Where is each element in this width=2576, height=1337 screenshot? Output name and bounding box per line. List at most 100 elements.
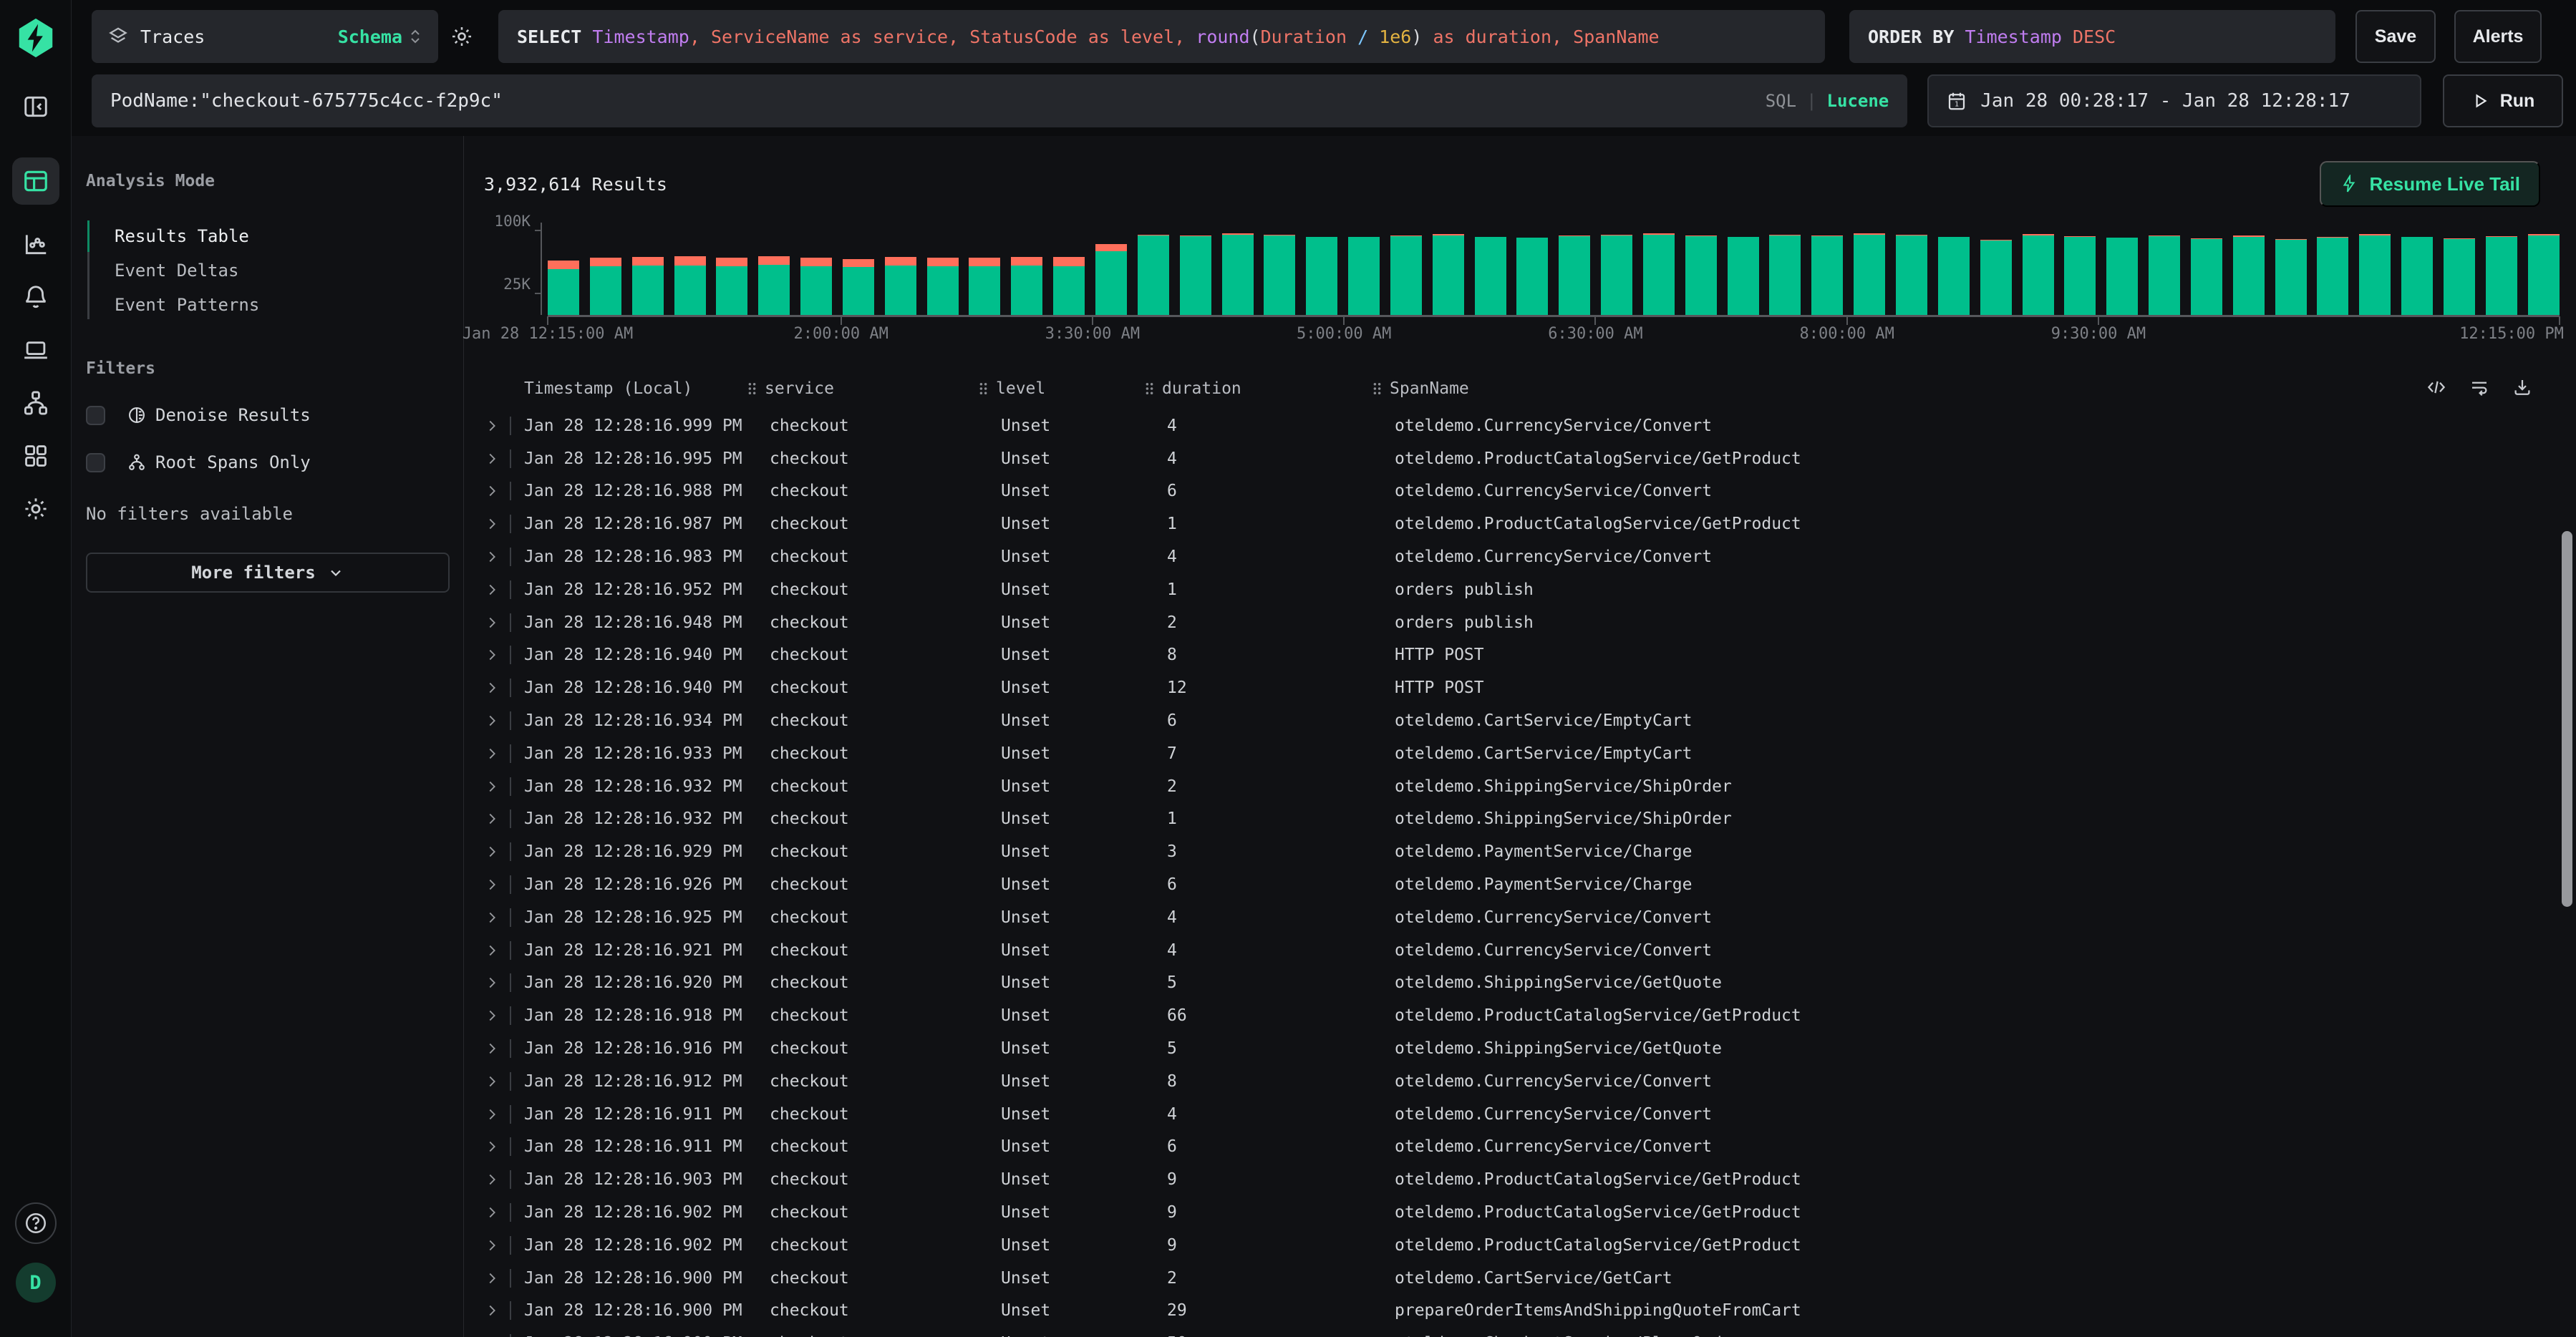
expand-row-chevron-icon[interactable]: [484, 1238, 500, 1253]
table-row[interactable]: Jan 28 12:28:16.902 PM checkout Unset 9 otel…: [484, 1196, 2540, 1229]
table-row[interactable]: Jan 28 12:28:16.916 PM checkout Unset 5 otel…: [484, 1032, 2540, 1065]
expand-row-chevron-icon[interactable]: [484, 483, 500, 499]
histogram-bar[interactable]: [2022, 234, 2054, 315]
histogram-bar[interactable]: [1390, 235, 1422, 315]
table-row[interactable]: Jan 28 12:28:16.900 PMcheckoutUnset50ote…: [484, 1327, 2540, 1337]
histogram-bar[interactable]: [674, 256, 706, 315]
histogram-bar[interactable]: [969, 258, 1001, 315]
col-header-spanname[interactable]: SpanName: [1372, 379, 2540, 398]
schema-select[interactable]: Schema: [338, 26, 422, 47]
histogram-bar[interactable]: [1980, 240, 2012, 315]
root-spans-checkbox[interactable]: [86, 452, 105, 472]
histogram-bar[interactable]: [1095, 243, 1127, 315]
expand-row-chevron-icon[interactable]: [484, 1270, 500, 1286]
expand-row-chevron-icon[interactable]: [484, 1041, 500, 1056]
more-filters-button[interactable]: More filters: [86, 553, 450, 593]
column-drag-handle-icon[interactable]: [747, 381, 757, 396]
search-input[interactable]: PodName:"checkout-675775c4cc-f2p9c" SQL …: [92, 74, 1908, 127]
expand-row-chevron-icon[interactable]: [484, 975, 500, 991]
expand-row-chevron-icon[interactable]: [484, 844, 500, 860]
histogram-bar[interactable]: [1727, 236, 1759, 315]
table-row[interactable]: Jan 28 12:28:16.911 PM checkout Unset 6 otel…: [484, 1131, 2540, 1164]
col-header-duration[interactable]: duration: [1144, 379, 1395, 398]
table-row[interactable]: Jan 28 12:28:16.902 PM checkout Unset 9 otel…: [484, 1229, 2540, 1262]
mode-lucene-toggle[interactable]: Lucene: [1826, 91, 1889, 111]
nav-sessions-laptop-icon[interactable]: [22, 336, 49, 364]
histogram-bar[interactable]: [2401, 236, 2434, 315]
table-row[interactable]: Jan 28 12:28:16.921 PM checkout Unset 4 otel…: [484, 934, 2540, 967]
mode-sql-toggle[interactable]: SQL: [1765, 91, 1797, 111]
filter-denoise-results[interactable]: Denoise Results: [86, 405, 449, 425]
histogram-bar[interactable]: [2064, 236, 2096, 315]
resume-live-tail-button[interactable]: Resume Live Tail: [2319, 161, 2540, 207]
orderby-clause-editor[interactable]: ORDER BY Timestamp DESC: [1849, 10, 2335, 63]
table-row[interactable]: Jan 28 12:28:16.926 PM checkout Unset 6 otel…: [484, 868, 2540, 901]
expand-row-chevron-icon[interactable]: [484, 680, 500, 696]
expand-row-chevron-icon[interactable]: [484, 713, 500, 729]
column-drag-handle-icon[interactable]: [1372, 381, 1383, 396]
date-range-picker[interactable]: 1 Jan 28 00:28:17 - Jan 28 12:28:17: [1927, 74, 2422, 127]
table-row[interactable]: Jan 28 12:28:16.900 PM checkout Unset 29 pre…: [484, 1295, 2540, 1328]
table-row[interactable]: Jan 28 12:28:16.934 PM checkout Unset 6 otel…: [484, 704, 2540, 737]
table-row[interactable]: Jan 28 12:28:16.940 PM checkout Unset 8 HTTP…: [484, 639, 2540, 672]
save-button[interactable]: Save: [2355, 10, 2436, 63]
nav-chart-icon[interactable]: [22, 230, 49, 258]
histogram-bar[interactable]: [1137, 234, 1169, 315]
expand-row-chevron-icon[interactable]: [484, 811, 500, 827]
histogram-bar[interactable]: [2359, 233, 2391, 315]
histogram-bar[interactable]: [1685, 235, 1717, 315]
table-row[interactable]: Jan 28 12:28:16.918 PM checkout Unset 66 ote…: [484, 999, 2540, 1032]
expand-row-chevron-icon[interactable]: [484, 1074, 500, 1089]
filter-root-spans-only[interactable]: Root Spans Only: [86, 452, 449, 472]
col-header-timestamp[interactable]: Timestamp (Local): [524, 379, 693, 398]
histogram-bar[interactable]: [1769, 234, 1801, 315]
histogram-bar[interactable]: [1937, 236, 1970, 315]
expand-row-chevron-icon[interactable]: [484, 877, 500, 893]
table-row[interactable]: Jan 28 12:28:16.983 PM checkout Unset 4 otel…: [484, 540, 2540, 573]
histogram-bar[interactable]: [1854, 233, 1886, 315]
histogram-bar[interactable]: [1306, 236, 1338, 315]
expand-row-chevron-icon[interactable]: [484, 1139, 500, 1154]
histogram-bar[interactable]: [631, 257, 664, 315]
table-row[interactable]: Jan 28 12:28:16.940 PM checkout Unset 12 HTT…: [484, 671, 2540, 704]
histogram-bar[interactable]: [1642, 233, 1675, 315]
nav-search-active[interactable]: [11, 157, 59, 205]
histogram-bar[interactable]: [1811, 235, 1844, 315]
nav-alerts-bell-icon[interactable]: [22, 283, 49, 311]
col-header-level[interactable]: level: [978, 379, 1167, 398]
results-histogram[interactable]: 100K 25K Jan 28 12:15:00 AM 2:00:00 AM 3:30…: [463, 213, 2576, 344]
table-row[interactable]: Jan 28 12:28:16.911 PM checkout Unset 4 otel…: [484, 1098, 2540, 1131]
histogram-bar[interactable]: [758, 256, 790, 315]
analysis-mode-event-deltas[interactable]: Event Deltas: [115, 261, 239, 281]
expand-row-chevron-icon[interactable]: [484, 418, 500, 434]
histogram-bar[interactable]: [2106, 237, 2139, 315]
histogram-bar[interactable]: [716, 258, 748, 315]
histogram-bar[interactable]: [2485, 236, 2517, 315]
histogram-bar[interactable]: [1432, 234, 1464, 315]
histogram-bar[interactable]: [2275, 239, 2307, 315]
expand-row-chevron-icon[interactable]: [484, 1107, 500, 1122]
table-row[interactable]: Jan 28 12:28:16.920 PM checkout Unset 5 otel…: [484, 967, 2540, 1000]
table-row[interactable]: Jan 28 12:28:16.999 PM checkout Unset 4 otel…: [484, 409, 2540, 442]
table-row[interactable]: Jan 28 12:28:16.912 PM checkout Unset 8 otel…: [484, 1065, 2540, 1098]
expand-row-chevron-icon[interactable]: [484, 1303, 500, 1318]
vertical-scrollbar-thumb[interactable]: [2562, 531, 2572, 907]
source-settings-gear-icon[interactable]: [438, 10, 485, 63]
histogram-bar[interactable]: [926, 258, 959, 315]
expand-row-chevron-icon[interactable]: [484, 582, 500, 598]
table-row[interactable]: Jan 28 12:28:16.948 PM checkout Unset 2 orde…: [484, 606, 2540, 639]
histogram-bar[interactable]: [2232, 235, 2265, 315]
histogram-bar[interactable]: [1559, 235, 1591, 315]
histogram-bar[interactable]: [589, 258, 621, 315]
expand-row-chevron-icon[interactable]: [484, 615, 500, 631]
histogram-bar[interactable]: [1011, 257, 1043, 315]
histogram-bar[interactable]: [884, 257, 916, 315]
expand-row-chevron-icon[interactable]: [484, 451, 500, 467]
select-clause-editor[interactable]: SELECT Timestamp, ServiceName as service…: [498, 10, 1825, 63]
column-drag-handle-icon[interactable]: [978, 381, 989, 396]
nav-dashboards-grid-icon[interactable]: [22, 442, 49, 470]
histogram-bar[interactable]: [1348, 236, 1380, 315]
histogram-bar[interactable]: [2149, 235, 2181, 315]
histogram-bar[interactable]: [2190, 238, 2222, 315]
expand-row-chevron-icon[interactable]: [484, 779, 500, 794]
